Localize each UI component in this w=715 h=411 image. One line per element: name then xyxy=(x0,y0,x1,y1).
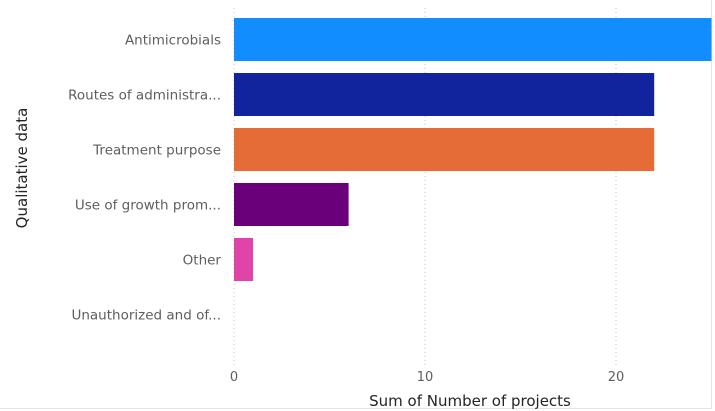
category-label: Use of growth prom... xyxy=(75,198,221,214)
bar[interactable] xyxy=(234,238,254,281)
y-axis-title: Qualitative data xyxy=(13,108,31,229)
x-tick-label: 0 xyxy=(230,370,238,385)
category-label: Other xyxy=(183,253,222,269)
x-axis-title: Sum of Number of projects xyxy=(369,392,571,410)
bar[interactable] xyxy=(234,183,349,226)
category-label: Unauthorized and of... xyxy=(71,308,221,324)
bar[interactable] xyxy=(234,128,655,171)
category-label: Antimicrobials xyxy=(125,33,221,49)
category-label: Treatment purpose xyxy=(92,143,221,159)
bar[interactable] xyxy=(234,18,712,61)
category-label: Routes of administra... xyxy=(68,88,221,104)
bar[interactable] xyxy=(234,73,655,116)
category-labels: Antimicrobials Routes of administra... Tre… xyxy=(68,33,221,324)
x-tick-labels: 0 10 20 xyxy=(230,370,624,385)
x-tick-label: 20 xyxy=(608,370,625,385)
bars xyxy=(234,18,712,281)
x-tick-label: 10 xyxy=(417,370,434,385)
